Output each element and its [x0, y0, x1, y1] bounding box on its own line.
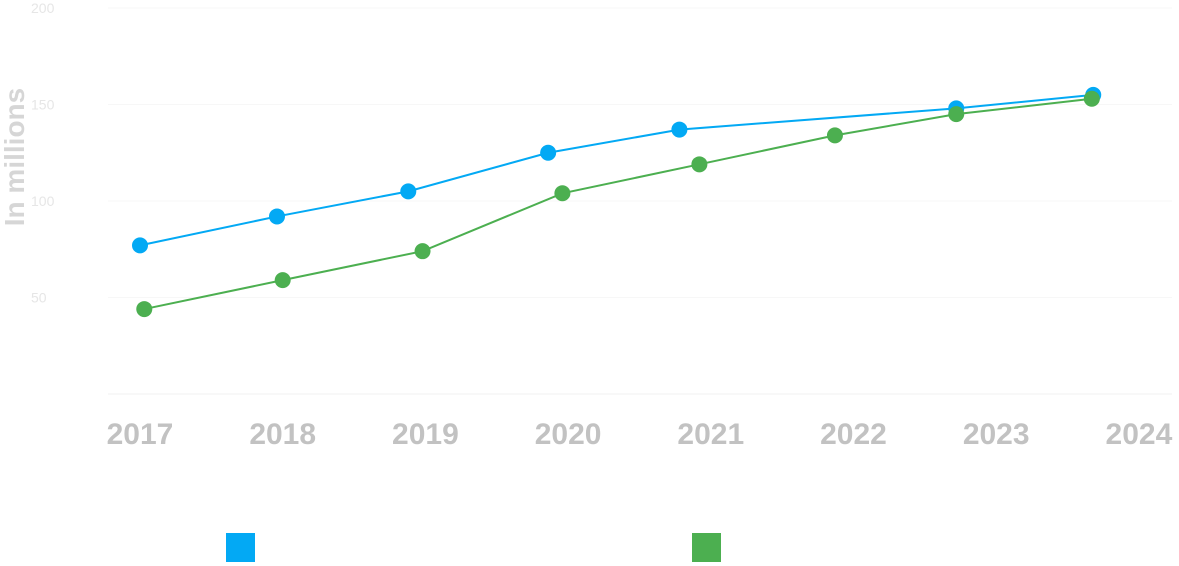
- x-tick-label-2022: 2022: [820, 418, 887, 451]
- grid-lines: [108, 7, 1172, 298]
- x-tick-label-2021: 2021: [677, 418, 744, 451]
- series-2-point-8: [1083, 90, 1100, 107]
- y-axis-label: In millions: [0, 88, 30, 226]
- x-axis-ticks: 2017 2018 2019 2020 2021 2022 2023 2024: [107, 418, 1173, 451]
- x-tick-label-2024: 2024: [1106, 418, 1173, 451]
- series-layer: [132, 86, 1102, 318]
- series-2-point-5: [691, 156, 708, 173]
- x-tick-label-2017: 2017: [107, 418, 174, 451]
- y-tick-label-100: 100: [31, 193, 55, 209]
- series-1-point-4: [540, 144, 557, 161]
- legend: [226, 533, 721, 562]
- series-2-point-4: [554, 185, 571, 202]
- series-1-point-3: [400, 183, 417, 200]
- series-2: [136, 90, 1100, 318]
- y-tick-label-200: 200: [31, 0, 55, 16]
- series-2-point-3: [414, 243, 431, 260]
- x-tick-label-2018: 2018: [249, 418, 316, 451]
- y-axis-ticks: 200 150 100 50: [31, 0, 55, 306]
- series-1-point-2: [268, 208, 285, 225]
- series-1-point-1: [132, 237, 148, 254]
- x-tick-label-2019: 2019: [392, 418, 459, 451]
- series-2-point-7: [948, 106, 965, 123]
- series-2-line: [144, 97, 1092, 311]
- series-2-point-6: [826, 127, 843, 144]
- y-tick-label-150: 150: [31, 97, 55, 113]
- x-tick-label-2020: 2020: [535, 418, 602, 451]
- y-tick-label-50: 50: [31, 290, 47, 306]
- legend-swatch-series-2: [692, 533, 721, 562]
- series-1-point-5: [671, 121, 688, 138]
- x-tick-label-2023: 2023: [963, 418, 1030, 451]
- legend-swatch-series-1: [226, 533, 255, 562]
- series-2-point-2: [274, 272, 291, 289]
- series-2-point-1: [136, 301, 153, 318]
